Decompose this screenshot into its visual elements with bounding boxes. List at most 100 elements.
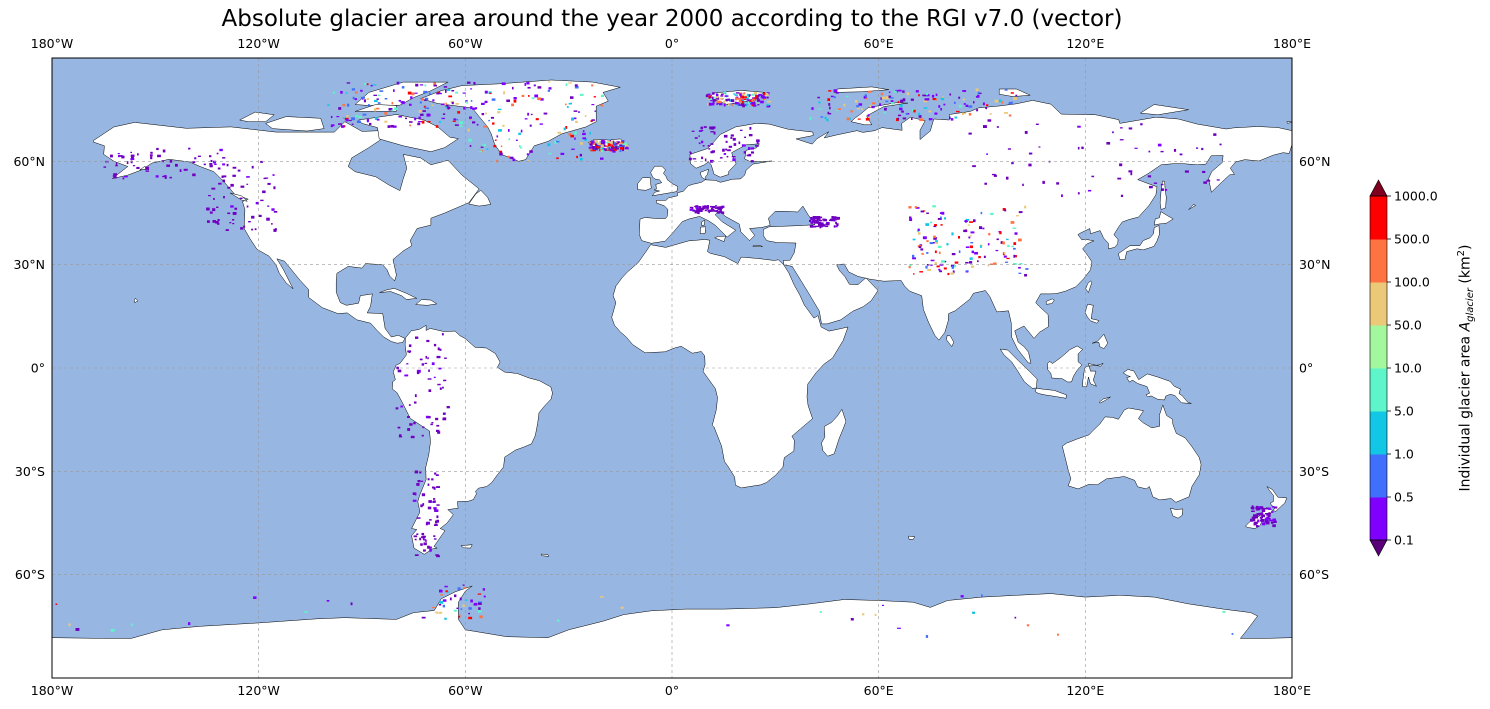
glacier-mark — [360, 89, 363, 92]
glacier-mark — [557, 619, 560, 622]
glacier-mark — [568, 82, 572, 84]
glacier-mark — [689, 206, 694, 209]
glacier-mark — [366, 98, 370, 100]
glacier-mark — [429, 548, 432, 552]
glacier-mark — [397, 369, 402, 373]
glacier-mark — [500, 145, 503, 147]
glacier-mark — [614, 141, 618, 144]
glacier-mark — [714, 205, 718, 207]
glacier-mark — [442, 599, 447, 602]
glacier-mark — [1261, 522, 1266, 526]
glacier-mark — [751, 151, 754, 154]
glacier-mark — [565, 103, 567, 106]
glacier-mark — [1010, 221, 1015, 224]
australia-land — [1062, 404, 1202, 503]
glacier-mark — [347, 103, 349, 107]
glacier-mark — [912, 238, 916, 241]
colorbar-tick-label: 50.0 — [1394, 318, 1422, 333]
lon-tick-label-top: 180°E — [1273, 36, 1311, 51]
glacier-mark — [414, 470, 419, 474]
glacier-mark — [393, 125, 397, 128]
glacier-mark — [613, 142, 616, 145]
glacier-mark — [574, 85, 579, 89]
lat-tick-label-right: 30°N — [1299, 257, 1331, 272]
glacier-mark — [711, 207, 713, 211]
glacier-mark — [459, 597, 462, 601]
glacier-mark — [1179, 153, 1183, 156]
glacier-mark — [846, 117, 851, 121]
glacier-mark — [956, 110, 960, 113]
glacier-mark — [568, 133, 571, 136]
glacier-mark — [480, 146, 484, 148]
glacier-mark — [830, 218, 834, 222]
glacier-mark — [992, 173, 996, 176]
glacier-mark — [925, 635, 929, 638]
glacier-mark — [730, 134, 734, 137]
glacier-mark — [709, 126, 712, 130]
glacier-mark — [710, 151, 714, 154]
glacier-mark — [975, 95, 978, 98]
glacier-mark — [121, 155, 125, 159]
glacier-mark — [524, 83, 527, 86]
glacier-mark — [216, 206, 219, 208]
gridlines — [52, 58, 1292, 678]
glacier-mark — [1254, 521, 1258, 525]
glacier-mark — [417, 122, 421, 126]
glacier-mark — [384, 112, 388, 115]
glacier-mark — [611, 149, 616, 151]
glacier-mark — [723, 134, 728, 138]
glacier-mark — [369, 122, 372, 125]
glacier-mark — [439, 348, 442, 351]
glacier-mark — [156, 147, 159, 151]
glacier-mark — [1250, 518, 1252, 522]
glacier-mark — [462, 584, 465, 586]
glacier-mark — [589, 143, 593, 146]
glacier-mark — [701, 140, 704, 144]
glacier-mark — [730, 99, 735, 102]
glacier-mark — [582, 130, 585, 132]
glacier-mark — [688, 157, 692, 161]
glacier-mark — [452, 120, 456, 122]
glacier-mark — [477, 593, 482, 595]
glacier-mark — [874, 613, 877, 616]
glacier-mark — [708, 95, 711, 99]
glacier-mark — [216, 152, 219, 155]
glacier-mark — [492, 122, 495, 125]
glacier-mark — [440, 594, 443, 596]
glacier-mark — [169, 176, 172, 179]
lat-tick-label-left: 60°S — [15, 567, 45, 582]
glacier-mark — [819, 224, 823, 228]
glacier-mark — [485, 100, 488, 103]
glacier-mark — [437, 91, 441, 94]
glacier-mark — [825, 225, 829, 228]
glacier-mark — [1160, 150, 1164, 153]
glacier-mark — [458, 616, 460, 618]
hispaniola-land — [415, 299, 437, 306]
glacier-region — [395, 333, 450, 439]
glacier-mark — [557, 131, 562, 134]
glacier-mark — [897, 117, 900, 120]
glacier-mark — [865, 98, 868, 100]
glacier-mark — [455, 91, 458, 94]
glacier-mark — [710, 102, 715, 106]
glacier-mark — [420, 113, 424, 116]
glacier-mark — [708, 148, 711, 150]
glacier-mark — [419, 358, 423, 361]
glacier-mark — [436, 486, 440, 488]
glacier-mark — [469, 145, 472, 147]
glacier-mark — [433, 343, 437, 347]
glacier-mark — [1157, 143, 1162, 147]
glacier-mark — [571, 117, 574, 121]
glacier-mark — [615, 145, 618, 149]
glacier-mark — [485, 112, 487, 115]
glacier-mark — [414, 117, 417, 121]
glacier-mark — [691, 130, 695, 132]
glacier-mark — [721, 93, 724, 95]
glacier-mark — [963, 103, 966, 105]
glacier-mark — [395, 407, 399, 410]
glacier-mark — [742, 104, 745, 108]
glacier-mark — [145, 166, 149, 169]
glacier-mark — [941, 96, 944, 99]
glacier-mark — [928, 118, 933, 121]
glacier-mark — [710, 128, 715, 130]
